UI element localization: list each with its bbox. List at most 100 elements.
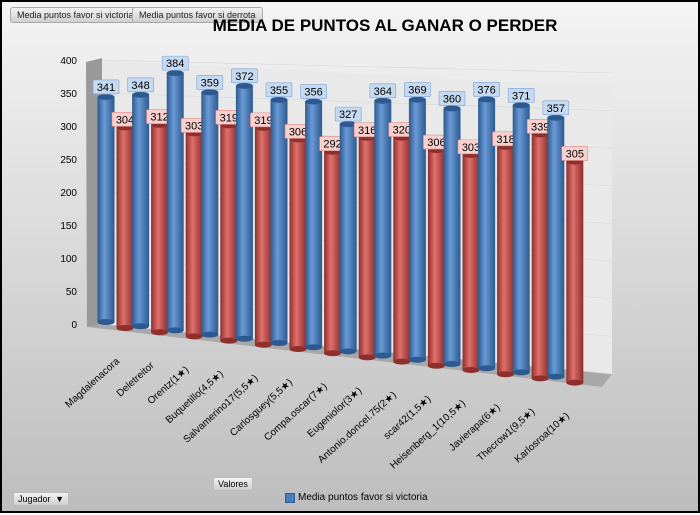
bar-base bbox=[289, 346, 307, 352]
bar-base bbox=[374, 352, 392, 359]
y-tick-label: 300 bbox=[60, 122, 77, 133]
data-label: 319 bbox=[254, 115, 272, 127]
bar-derrota bbox=[531, 134, 549, 379]
bar-victoria bbox=[374, 100, 392, 356]
data-label-box bbox=[231, 68, 258, 84]
data-label: 369 bbox=[408, 85, 426, 97]
bar-base bbox=[116, 325, 134, 331]
bar-base bbox=[443, 361, 461, 367]
bar-victoria bbox=[443, 108, 461, 365]
data-label-box bbox=[161, 55, 189, 71]
row-field-label: Jugador bbox=[18, 494, 51, 504]
legend: Media puntos favor si victoria bbox=[285, 492, 428, 503]
data-label: 319 bbox=[220, 112, 238, 124]
row-field-dropdown[interactable]: Jugador ▼ bbox=[13, 492, 69, 506]
data-label: 305 bbox=[566, 148, 584, 160]
pivot-field-button-derrota[interactable]: Media puntos favor si derrota bbox=[132, 7, 263, 23]
bar-base bbox=[185, 333, 203, 340]
data-label-box bbox=[507, 87, 535, 103]
bar-top bbox=[408, 96, 426, 103]
bar-derrota bbox=[324, 151, 342, 354]
data-label: 364 bbox=[374, 86, 392, 98]
y-tick-label: 250 bbox=[60, 155, 77, 166]
bar-base bbox=[512, 369, 530, 376]
bar-base bbox=[132, 323, 150, 330]
data-label: 327 bbox=[339, 109, 357, 121]
data-label-box bbox=[473, 82, 500, 97]
bar-top bbox=[235, 82, 253, 89]
data-label: 292 bbox=[323, 139, 341, 151]
bar-victoria bbox=[339, 124, 357, 352]
bar-victoria bbox=[235, 85, 253, 339]
bar-derrota bbox=[358, 137, 376, 358]
y-tick-label: 50 bbox=[66, 287, 78, 298]
bar-derrota bbox=[220, 125, 238, 341]
data-label-box bbox=[561, 146, 589, 161]
bar-base bbox=[254, 341, 272, 348]
data-label: 304 bbox=[116, 114, 134, 126]
data-label-box bbox=[404, 82, 431, 97]
data-label: 376 bbox=[477, 84, 495, 96]
y-tick-label: 150 bbox=[60, 221, 77, 232]
data-label: 384 bbox=[166, 58, 184, 70]
y-tick-label: 400 bbox=[60, 56, 77, 67]
bar-derrota bbox=[254, 127, 272, 345]
values-field-button[interactable]: Valores bbox=[213, 477, 253, 491]
bar-base bbox=[97, 319, 115, 325]
data-label: 357 bbox=[547, 103, 565, 115]
data-label: 320 bbox=[393, 125, 411, 137]
bar-top bbox=[478, 96, 496, 103]
bar-top bbox=[305, 98, 323, 105]
legend-swatch bbox=[285, 492, 295, 503]
bar-base bbox=[408, 356, 426, 363]
y-tick-label: 200 bbox=[60, 188, 77, 199]
bar-derrota bbox=[427, 150, 445, 366]
bar-top bbox=[374, 97, 392, 104]
chevron-down-icon: ▼ bbox=[55, 494, 64, 504]
bar-victoria bbox=[547, 117, 565, 377]
bar-victoria bbox=[270, 99, 288, 343]
bar-base bbox=[220, 337, 238, 344]
data-label: 341 bbox=[97, 82, 115, 94]
x-tick-label: Salvamerino17(5,5★) bbox=[182, 373, 261, 446]
data-label: 316 bbox=[358, 125, 376, 137]
data-label-box bbox=[92, 79, 120, 95]
bar-derrota bbox=[151, 124, 169, 333]
data-label: 318 bbox=[496, 134, 514, 146]
bar-base bbox=[166, 327, 184, 334]
data-label-box bbox=[196, 74, 224, 90]
bar-base bbox=[358, 354, 376, 361]
legend-label: Media puntos favor si victoria bbox=[298, 492, 428, 503]
bar-top bbox=[512, 102, 530, 109]
bar-derrota bbox=[566, 161, 584, 383]
bar-victoria bbox=[132, 94, 150, 327]
data-label-box bbox=[542, 100, 570, 116]
bar-base bbox=[305, 344, 323, 351]
data-label-box bbox=[127, 77, 154, 93]
bar-top bbox=[201, 89, 219, 96]
data-label-box bbox=[334, 106, 362, 122]
bar-victoria bbox=[512, 105, 530, 373]
bar-victoria bbox=[478, 99, 496, 369]
y-tick-label: 100 bbox=[60, 254, 77, 265]
data-label: 371 bbox=[512, 90, 530, 102]
data-label: 356 bbox=[304, 87, 322, 99]
data-label: 339 bbox=[531, 121, 549, 133]
bar-derrota bbox=[185, 133, 203, 337]
data-label: 360 bbox=[443, 93, 461, 105]
data-label-box bbox=[369, 83, 397, 99]
bar-base bbox=[462, 367, 480, 373]
x-tick-label: Heisenberg_1(10,5★) bbox=[388, 398, 468, 471]
bar-base bbox=[547, 373, 565, 380]
bar-base bbox=[478, 365, 496, 372]
data-label: 372 bbox=[235, 71, 253, 83]
bar-base bbox=[497, 371, 515, 378]
data-label: 303 bbox=[462, 142, 480, 154]
bar-victoria bbox=[97, 96, 115, 322]
bar-victoria bbox=[201, 92, 219, 335]
bar-top bbox=[339, 121, 357, 128]
bar-base bbox=[339, 348, 357, 355]
data-label: 303 bbox=[185, 120, 203, 132]
